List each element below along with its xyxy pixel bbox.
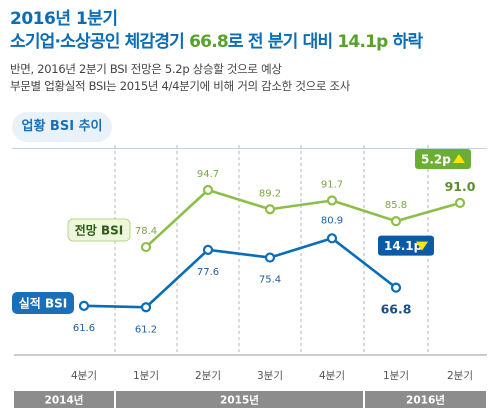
data-label: 89.2 [259, 188, 281, 199]
description-line2: 부문별 업황실적 BSI는 2015년 4/4분기에 비해 거의 감소한 것으로… [10, 79, 351, 93]
title-text-c: 하락 [387, 32, 423, 52]
x-tick-label: 3분기 [257, 370, 283, 382]
data-point [264, 252, 276, 263]
year-band [116, 391, 363, 408]
data-label: 80.9 [321, 215, 343, 226]
x-tick-label: 2분기 [195, 370, 221, 382]
data-label: 61.6 [73, 323, 95, 334]
chart-title-line2: 소기업·소상공인 체감경기 66.8로 전 분기 대비 14.1p 하락 [10, 27, 423, 52]
series-line [145, 188, 461, 249]
data-point [140, 302, 152, 313]
data-point [202, 184, 214, 196]
data-label: 75.4 [259, 275, 281, 286]
series-tag [12, 292, 74, 314]
change-callout-label: 14.1p [384, 239, 423, 253]
description-line1: 반면, 2016년 2분기 BSI 전망은 5.2p 상승할 것으로 예상 [10, 62, 282, 76]
year-label: 2016년 [406, 394, 445, 407]
data-point [454, 197, 466, 209]
year-band [365, 391, 486, 408]
title-value-change: 14.1p [337, 32, 388, 52]
data-point [390, 282, 402, 293]
year-band [14, 391, 114, 408]
title-text-a: 소기업·소상공인 체감경기 [10, 32, 190, 52]
data-label: 66.8 [381, 302, 412, 317]
series-line [83, 237, 397, 309]
data-label: 91.0 [445, 179, 476, 194]
series-tag [67, 218, 131, 242]
data-point [326, 195, 338, 206]
x-tick-label: 1분기 [133, 370, 159, 382]
data-point [390, 216, 402, 227]
section-label: 업황 BSI 추이 [12, 112, 112, 142]
series-tag-label: 실적 BSI [19, 296, 68, 311]
data-point [140, 241, 152, 253]
section-divider [12, 148, 487, 149]
chart-title-line1: 2016년 1분기 [10, 9, 118, 29]
change-callout [378, 235, 434, 256]
year-label: 2015년 [220, 394, 259, 407]
x-tick-label: 2분기 [447, 370, 473, 382]
change-callout [415, 148, 471, 169]
data-label: 91.7 [321, 180, 343, 191]
data-label: 85.8 [385, 200, 407, 211]
data-label: 94.7 [197, 169, 219, 180]
title-value-current: 66.8 [189, 32, 229, 52]
x-tick-label: 1분기 [383, 370, 409, 382]
data-label: 77.6 [197, 267, 219, 278]
series-tag-label: 전망 BSI [75, 223, 124, 238]
data-label: 78.4 [135, 226, 157, 237]
data-point [264, 204, 276, 215]
x-tick-label: 4분기 [319, 370, 345, 382]
change-callout-label: 5.2p [421, 152, 451, 166]
x-tick-label: 4분기 [71, 370, 97, 382]
down-arrow-icon [416, 241, 428, 251]
year-label: 2014년 [45, 394, 84, 407]
title-text-b: 로 전 분기 대비 [227, 32, 338, 52]
up-arrow-icon [453, 153, 465, 163]
data-point [202, 244, 214, 255]
data-label: 61.2 [135, 324, 157, 335]
data-point [326, 233, 338, 244]
data-point [78, 300, 90, 311]
